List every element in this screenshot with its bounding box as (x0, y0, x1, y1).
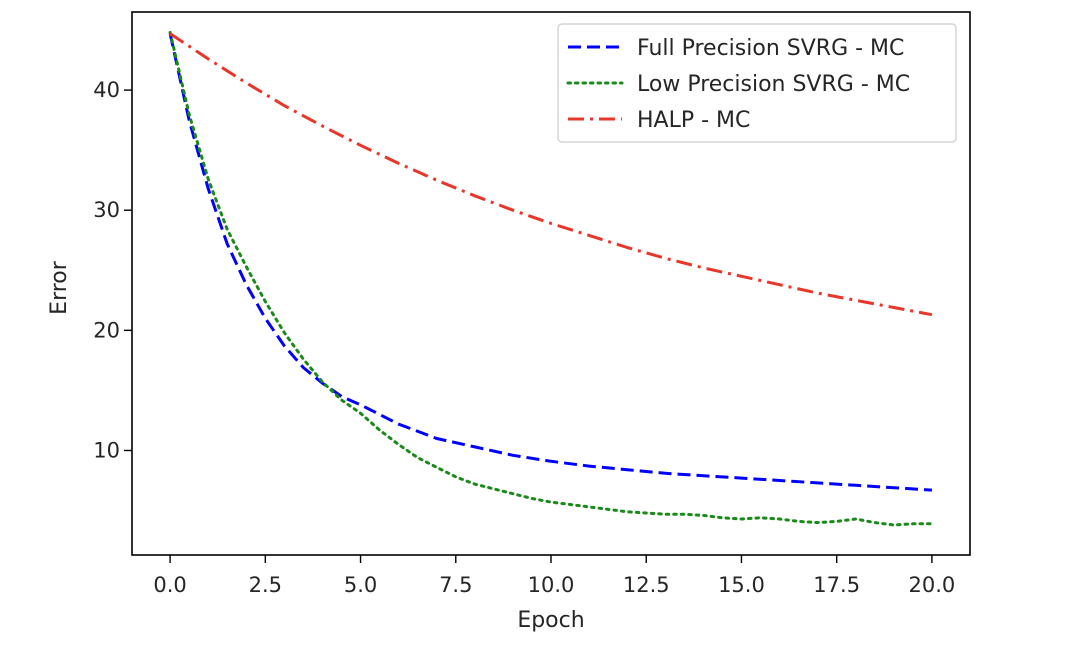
y-tick-label: 10 (93, 438, 120, 462)
x-tick-label: 10.0 (528, 573, 575, 597)
x-axis-label: Epoch (517, 608, 584, 633)
x-tick-label: 12.5 (623, 573, 670, 597)
y-tick-label: 30 (93, 198, 120, 222)
series-line-1 (168, 33, 932, 492)
x-tick-label: 0.0 (153, 573, 186, 597)
x-tick-label: 15.0 (718, 573, 765, 597)
y-tick-label: 20 (93, 318, 120, 342)
series-line-2 (168, 30, 934, 527)
x-axis: 0.0 2.5 5.0 7.5 10.0 12.5 15.0 17.5 20.0 (153, 555, 955, 597)
legend-label-3: HALP - MC (637, 108, 750, 133)
series-layer (168, 30, 934, 527)
y-axis: 10 20 30 40 (93, 78, 132, 462)
x-tick-label: 7.5 (439, 573, 472, 597)
legend-label-1: Full Precision SVRG - MC (637, 36, 904, 61)
x-tick-label: 20.0 (909, 573, 956, 597)
y-tick-label: 40 (93, 78, 120, 102)
series-line-3 (169, 32, 933, 317)
x-tick-label: 2.5 (249, 573, 282, 597)
y-axis-label: Error (47, 260, 72, 315)
legend: Full Precision SVRG - MC Low Precision SV… (557, 23, 957, 143)
x-tick-label: 5.0 (344, 573, 377, 597)
legend-label-2: Low Precision SVRG - MC (637, 72, 910, 97)
legend-box (557, 23, 957, 143)
x-tick-label: 17.5 (813, 573, 860, 597)
